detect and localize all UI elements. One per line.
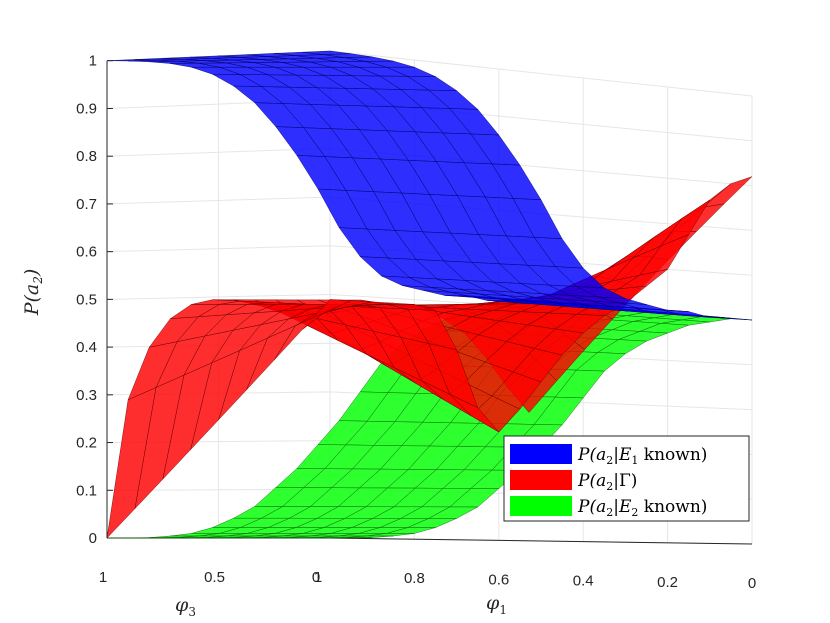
legend-entry: P(a2|Γ) <box>577 471 637 493</box>
tick-labels: 0 0.1 0.2 0.3 0.4 0.5 0.6 0.7 0.8 0.9 1 1 0.8 0.6 0.4 0… <box>76 53 756 592</box>
z-tick-label: 0 <box>89 530 97 547</box>
z-tick-label: 0.3 <box>76 387 97 404</box>
surface-gamma <box>106 176 753 539</box>
phi1-tick-label: 1 <box>314 569 322 586</box>
z-tick-label: 0.2 <box>76 435 97 452</box>
z-tick-label: 0.4 <box>76 339 97 356</box>
z-tick-label: 0.1 <box>76 482 97 499</box>
phi1-tick-label: 0.4 <box>573 573 594 590</box>
z-tick-label: 0.8 <box>76 148 97 165</box>
legend-swatch <box>510 444 572 464</box>
surfaces <box>106 50 753 539</box>
z-tick-label: 0.6 <box>76 244 97 261</box>
legend-swatch <box>510 496 572 516</box>
legend-swatch <box>510 470 572 490</box>
phi1-axis-label: φ1 <box>486 592 507 617</box>
phi3-tick-label: 0.5 <box>204 569 225 586</box>
surface-gamma-patch <box>702 176 753 208</box>
phi1-tick-label: 0.6 <box>488 571 509 588</box>
surface-gamma-patch <box>106 387 157 539</box>
z-tick-label: 0.9 <box>76 100 97 117</box>
phi1-tick-label: 0.2 <box>657 574 678 591</box>
phi1-axis-line <box>329 537 753 545</box>
z-tick-label: 1 <box>89 53 97 70</box>
phi3-axis-label: φ3 <box>175 594 196 619</box>
z-tick-label: 0.7 <box>76 196 97 213</box>
surface-e1-known-patch <box>106 59 157 62</box>
phi1-tick-label: 0 <box>748 575 756 592</box>
legend: P(a2|E1 known) P(a2|Γ) P(a2|E2 known) <box>503 435 750 522</box>
legend-entry: P(a2|E2 known) <box>577 497 707 519</box>
z-tick-label: 0.5 <box>76 291 97 308</box>
phi1-tick-label: 0.8 <box>404 570 425 587</box>
surface-e1-known <box>106 50 753 321</box>
legend-entry: P(a2|E1 known) <box>577 445 707 467</box>
z-axis-label: P(a2) <box>21 269 45 317</box>
phi3-tick-label: 1 <box>99 569 107 586</box>
phi3-tick-label: 0 <box>312 569 320 586</box>
